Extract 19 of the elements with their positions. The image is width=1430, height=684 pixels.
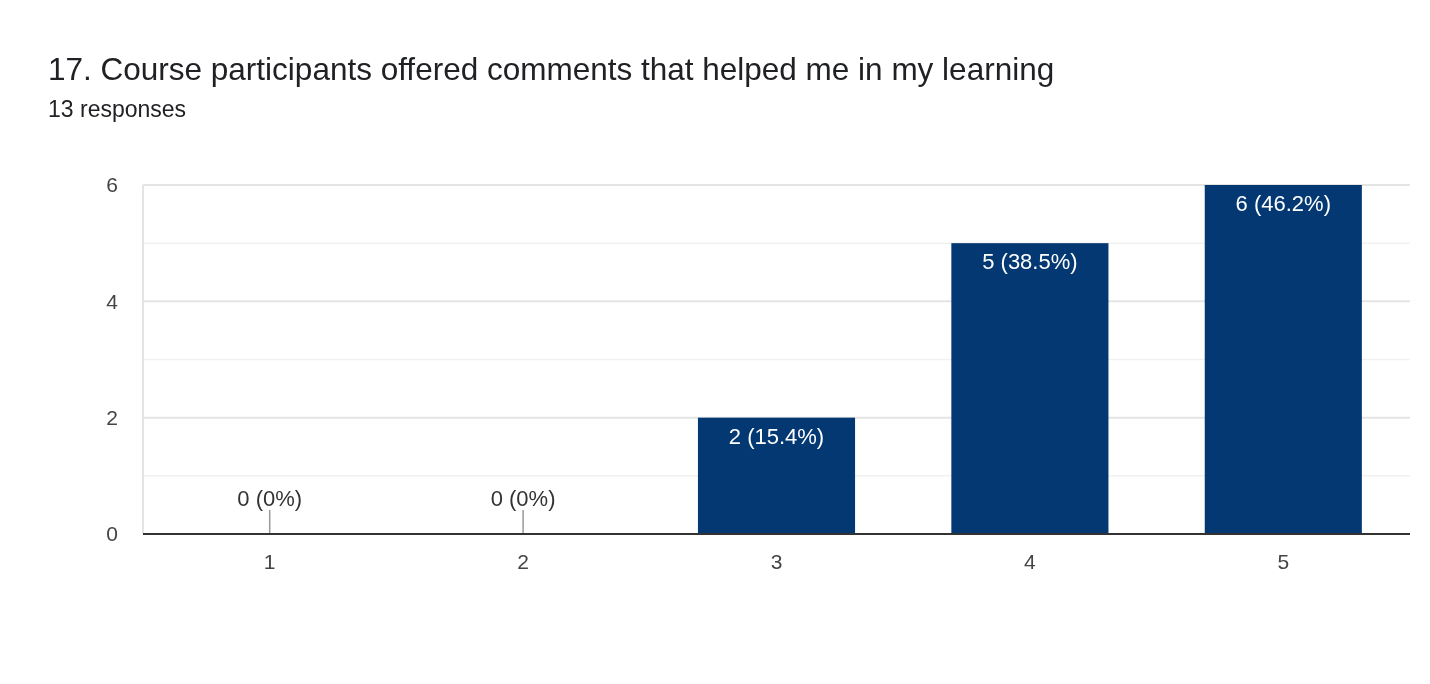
bar [951,243,1109,534]
data-label: 6 (46.2%) [1235,191,1331,216]
data-label: 0 (0%) [237,486,303,511]
y-tick-label: 0 [106,522,118,546]
bar [1204,185,1362,534]
data-label: 5 (38.5%) [982,249,1078,275]
data-label: 2 (15.4%) [728,423,825,449]
x-tick-label: 1 [263,550,276,573]
bar [697,417,856,534]
data-label: 0 (0%) [490,486,556,511]
x-tick-label: 4 [1024,550,1037,573]
y-tick-label: 4 [106,289,119,313]
x-tick-label: 5 [1277,550,1290,573]
y-tick-label: 6 [106,173,118,197]
chart-title: 17. Course participants offered comments that helped me in my learning [48,51,1055,87]
x-tick-label: 3 [770,550,783,573]
chart-subtitle: 13 responses [48,96,187,122]
x-tick-label: 2 [517,550,529,573]
y-tick-label: 2 [106,406,118,430]
